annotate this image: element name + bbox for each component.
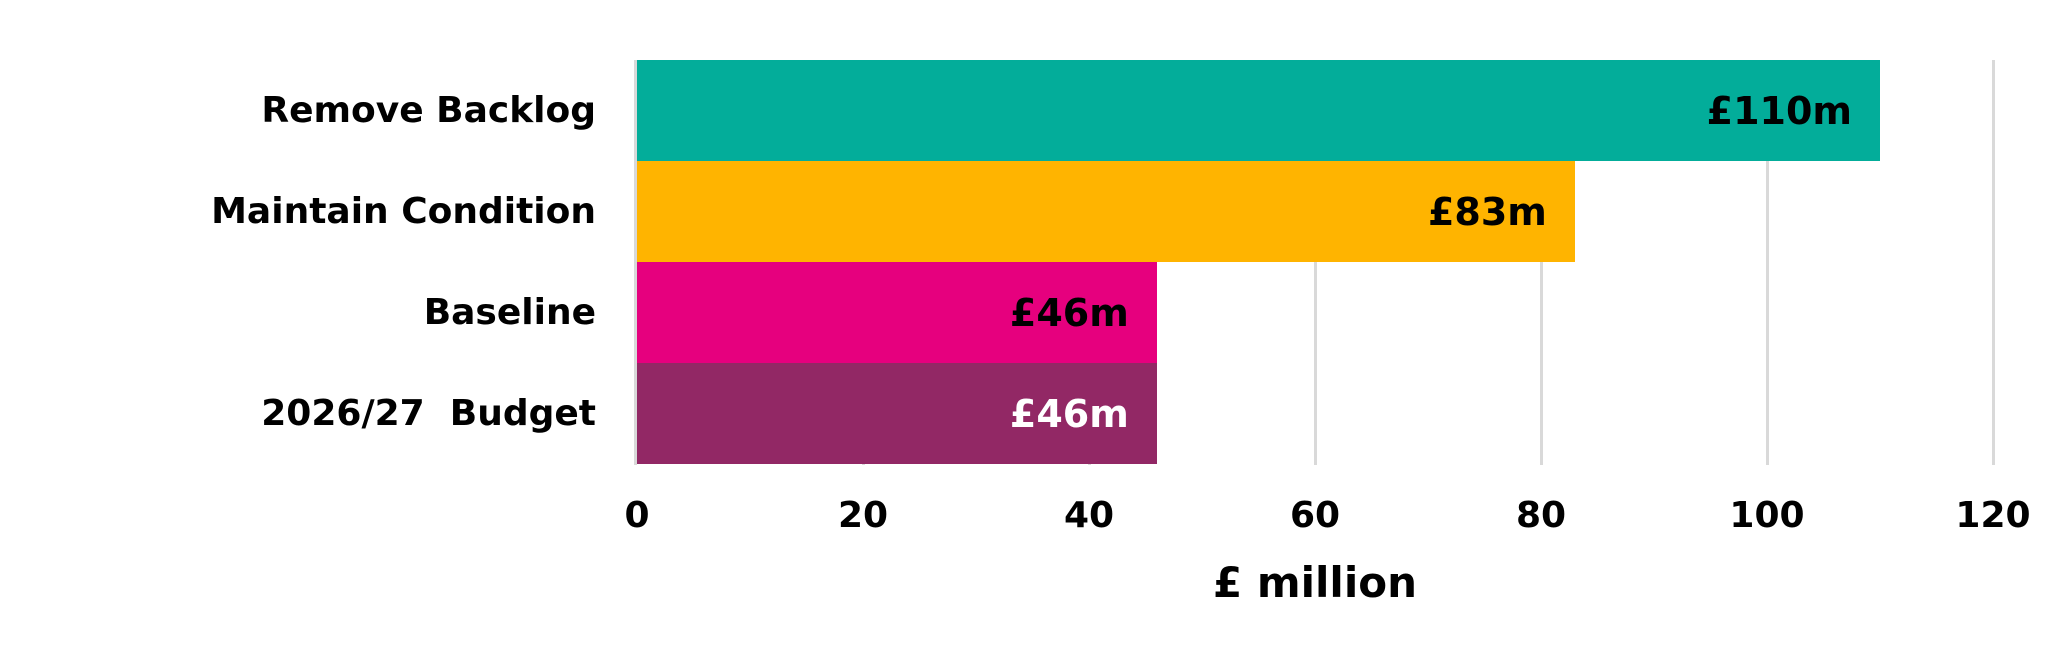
gridline	[1314, 60, 1317, 465]
y-axis-line	[634, 60, 637, 465]
bar-value-label: £83m	[1427, 189, 1547, 234]
bar: £46m	[637, 262, 1157, 363]
x-tick-label: 20	[837, 495, 889, 536]
gridline	[1540, 60, 1543, 465]
gridline	[1766, 60, 1769, 465]
category-label: Maintain Condition	[211, 191, 596, 232]
x-tick-label: 100	[1729, 495, 1805, 536]
bar: £83m	[637, 161, 1575, 262]
bar-value-label: £110m	[1706, 88, 1852, 133]
plot-area: £110m £83m £46m £46m	[634, 60, 1995, 465]
x-tick-label: 80	[1515, 495, 1567, 536]
bar-value-label: £46m	[1009, 391, 1129, 436]
category-label: Baseline	[423, 292, 596, 333]
gridline	[1992, 60, 1995, 465]
bar: £110m	[637, 60, 1880, 161]
category-label: Remove Backlog	[261, 90, 596, 131]
category-label: 2026/27 Budget	[261, 393, 596, 434]
bar: £46m	[637, 363, 1157, 464]
x-tick-label: 60	[1289, 495, 1341, 536]
x-axis-title: £ million	[1213, 558, 1417, 607]
x-tick-label: 120	[1955, 495, 2031, 536]
x-tick-label: 40	[1063, 495, 1115, 536]
bar-value-label: £46m	[1009, 290, 1129, 335]
x-tick-label: 0	[624, 495, 650, 536]
